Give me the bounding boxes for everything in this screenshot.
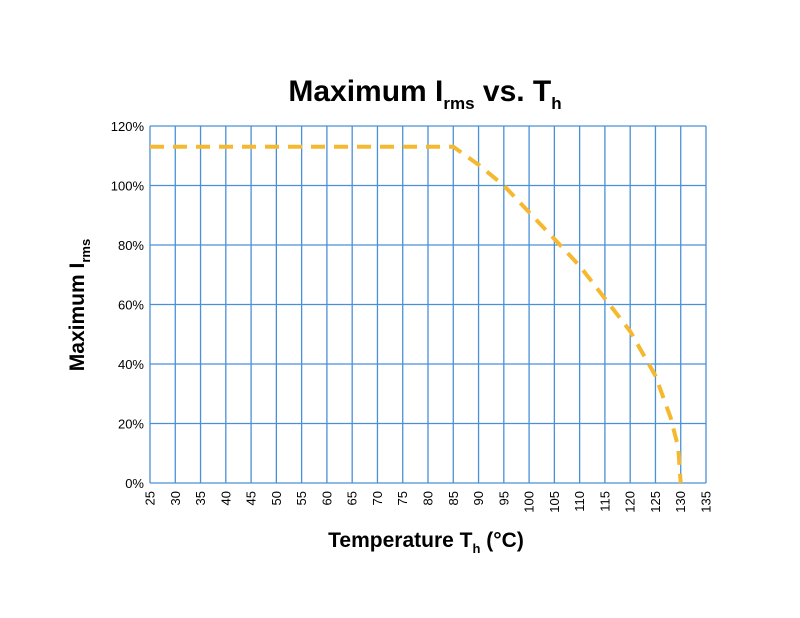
x-tick-label: 90: [471, 491, 486, 505]
y-tick-label: 40%: [118, 357, 144, 372]
x-tick-label: 70: [370, 491, 385, 505]
y-tick-label: 20%: [118, 417, 144, 432]
x-tick-label: 85: [446, 491, 461, 505]
grid: [149, 125, 707, 484]
x-tick-label: 50: [269, 491, 284, 505]
x-tick-label: 125: [648, 491, 663, 513]
x-tick-label: 75: [395, 491, 410, 505]
y-tick-label: 60%: [118, 298, 144, 313]
x-axis-title-main: Temperature T: [328, 529, 472, 552]
x-tick-label: 65: [345, 491, 360, 505]
x-tick-label: 35: [193, 491, 208, 505]
x-tick-label: 120: [623, 491, 638, 513]
y-tick-label: 0%: [125, 476, 144, 491]
x-axis-ticks: 25 30 35 40 45 50 55 60 65 70 75 80 85 90 95 100 105 110 1…: [143, 491, 714, 513]
x-axis-title-suffix: (°C): [480, 529, 523, 552]
x-tick-label: 110: [572, 491, 587, 512]
x-tick-label: 80: [421, 491, 436, 505]
y-tick-label: 120%: [111, 119, 145, 134]
x-tick-label: 115: [597, 491, 612, 512]
y-tick-label: 100%: [111, 179, 145, 194]
x-tick-label: 130: [673, 491, 688, 513]
chart-title: Maximum Irms vs. Th: [288, 75, 561, 113]
chart-title-middle: vs. T: [475, 75, 552, 108]
x-tick-label: 105: [547, 491, 562, 513]
x-tick-label: 55: [294, 491, 309, 505]
x-tick-label: 60: [319, 491, 334, 505]
x-tick-label: 100: [522, 491, 537, 513]
y-axis-title: Maximum Irms: [66, 239, 93, 371]
x-tick-label: 30: [168, 491, 183, 505]
series-line-0: [150, 144, 683, 484]
x-tick-label: 40: [218, 491, 233, 505]
series: [150, 144, 683, 484]
chart-title-subscript2: h: [551, 94, 561, 113]
chart-title-subscript: rms: [443, 94, 474, 113]
x-tick-label: 135: [699, 491, 714, 513]
x-tick-label: 95: [496, 491, 511, 505]
x-axis-title-subscript: h: [472, 541, 480, 556]
chart-title-main: Maximum I: [288, 75, 443, 108]
y-tick-label: 80%: [118, 238, 144, 253]
x-axis-title: Temperature Th (°C): [328, 529, 524, 556]
x-tick-label: 25: [143, 491, 158, 505]
y-axis-title-subscript: rms: [78, 239, 93, 263]
x-tick-label: 45: [244, 491, 259, 505]
y-axis-title-main: Maximum I: [66, 263, 89, 372]
y-axis-ticks: 0% 20% 40% 60% 80% 100% 120%: [111, 119, 145, 491]
